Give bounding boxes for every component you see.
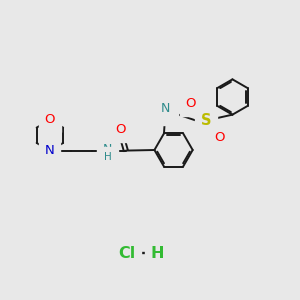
Text: H: H (151, 246, 164, 261)
Text: N: N (45, 144, 55, 157)
Text: N: N (161, 103, 170, 116)
Text: N: N (103, 143, 112, 156)
Text: Cl: Cl (118, 246, 135, 261)
Text: S: S (201, 113, 211, 128)
Text: O: O (214, 131, 225, 144)
Text: O: O (115, 124, 126, 136)
Text: O: O (45, 113, 55, 127)
Text: O: O (185, 97, 196, 110)
Text: H: H (164, 109, 172, 119)
Text: H: H (104, 152, 112, 162)
